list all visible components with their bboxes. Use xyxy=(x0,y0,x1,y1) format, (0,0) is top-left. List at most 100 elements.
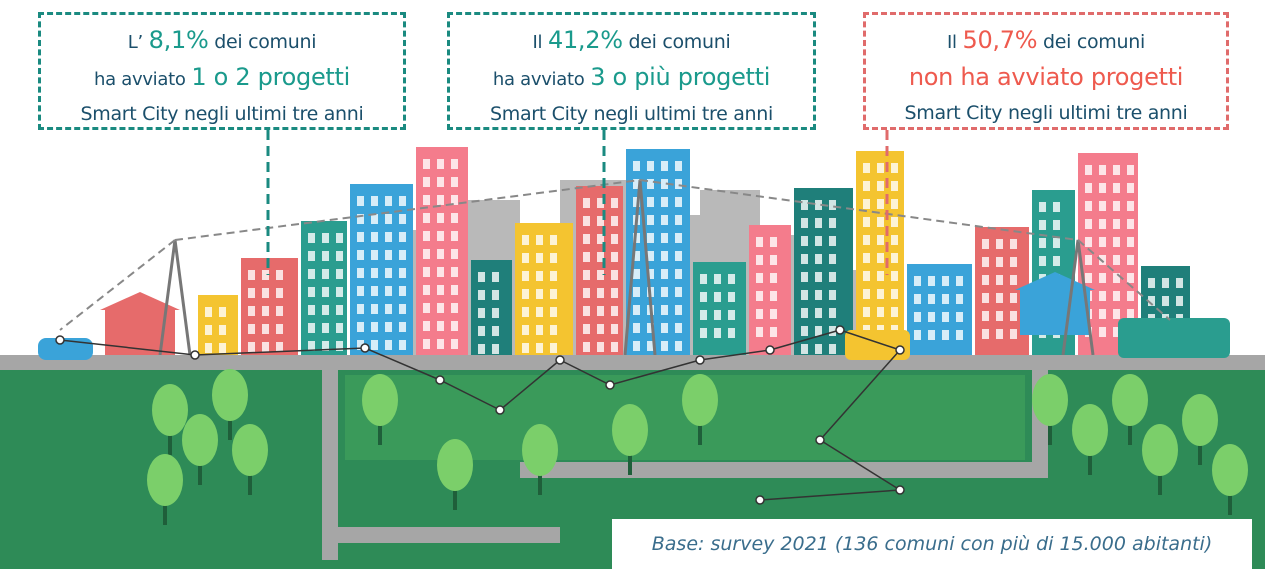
window xyxy=(276,342,283,352)
action: 1 o 2 progetti xyxy=(191,63,350,91)
window xyxy=(336,305,343,315)
footer-note: Base: survey 2021 (136 comuni con più di… xyxy=(612,519,1252,569)
window xyxy=(385,322,392,332)
window xyxy=(1085,219,1092,229)
window xyxy=(536,343,543,353)
network-node xyxy=(496,406,504,414)
window xyxy=(385,340,392,350)
window xyxy=(661,215,668,225)
window xyxy=(728,328,735,338)
window xyxy=(1099,327,1106,337)
window xyxy=(522,253,529,263)
window xyxy=(756,327,763,337)
callout: Il 41,2% dei comuni ha avviato 3 o più p… xyxy=(447,12,816,130)
window xyxy=(536,235,543,245)
window xyxy=(219,343,226,353)
window xyxy=(522,235,529,245)
window xyxy=(928,312,935,322)
window xyxy=(423,285,430,295)
window xyxy=(1039,220,1046,230)
window xyxy=(522,343,529,353)
window xyxy=(829,236,836,246)
window xyxy=(322,305,329,315)
window xyxy=(611,216,618,226)
window xyxy=(877,217,884,227)
callout-line: Il 41,2% dei comuni xyxy=(450,23,813,60)
window xyxy=(437,339,444,349)
window xyxy=(423,213,430,223)
window xyxy=(437,267,444,277)
window xyxy=(891,217,898,227)
network-node xyxy=(756,496,764,504)
network-node xyxy=(836,326,844,334)
window xyxy=(661,323,668,333)
window xyxy=(522,289,529,299)
window xyxy=(371,322,378,332)
window xyxy=(996,257,1003,267)
window xyxy=(371,250,378,260)
window xyxy=(877,307,884,317)
window xyxy=(815,290,822,300)
network-node xyxy=(896,486,904,494)
window xyxy=(583,216,590,226)
callout: Il 50,7% dei comuni non ha avviato proge… xyxy=(863,12,1229,130)
window xyxy=(371,304,378,314)
window xyxy=(357,268,364,278)
window xyxy=(451,249,458,259)
network-node xyxy=(56,336,64,344)
window xyxy=(1099,291,1106,301)
window xyxy=(611,234,618,244)
tree xyxy=(182,414,218,466)
window xyxy=(633,305,640,315)
window xyxy=(829,200,836,210)
window xyxy=(1162,296,1169,306)
window xyxy=(829,254,836,264)
window xyxy=(877,235,884,245)
window xyxy=(714,310,721,320)
window xyxy=(756,237,763,247)
window xyxy=(1127,165,1134,175)
window xyxy=(423,339,430,349)
window xyxy=(536,289,543,299)
rest: dei comuni xyxy=(214,31,316,53)
window xyxy=(385,268,392,278)
window xyxy=(437,231,444,241)
window xyxy=(492,344,499,354)
window xyxy=(1099,219,1106,229)
window xyxy=(982,311,989,321)
window xyxy=(770,273,777,283)
window xyxy=(478,326,485,336)
window xyxy=(437,285,444,295)
window xyxy=(661,305,668,315)
callout-line: ha avviato 3 o più progetti xyxy=(450,60,813,97)
window xyxy=(536,271,543,281)
window xyxy=(891,235,898,245)
window xyxy=(801,290,808,300)
window xyxy=(451,267,458,277)
window xyxy=(770,327,777,337)
tree xyxy=(1182,394,1218,446)
window xyxy=(829,344,836,354)
window xyxy=(1010,257,1017,267)
tree xyxy=(522,424,558,476)
window xyxy=(522,271,529,281)
tree xyxy=(232,424,268,476)
window xyxy=(877,253,884,263)
window xyxy=(1113,291,1120,301)
tree xyxy=(1072,404,1108,456)
percent: 8,1% xyxy=(149,26,209,54)
window xyxy=(322,269,329,279)
window xyxy=(423,159,430,169)
window xyxy=(982,275,989,285)
window xyxy=(1176,278,1183,288)
window xyxy=(714,292,721,302)
window xyxy=(583,252,590,262)
window xyxy=(492,290,499,300)
window xyxy=(1113,237,1120,247)
window xyxy=(399,250,406,260)
window xyxy=(550,325,557,335)
window xyxy=(1113,183,1120,193)
window xyxy=(1176,296,1183,306)
window xyxy=(1113,255,1120,265)
window xyxy=(982,329,989,339)
